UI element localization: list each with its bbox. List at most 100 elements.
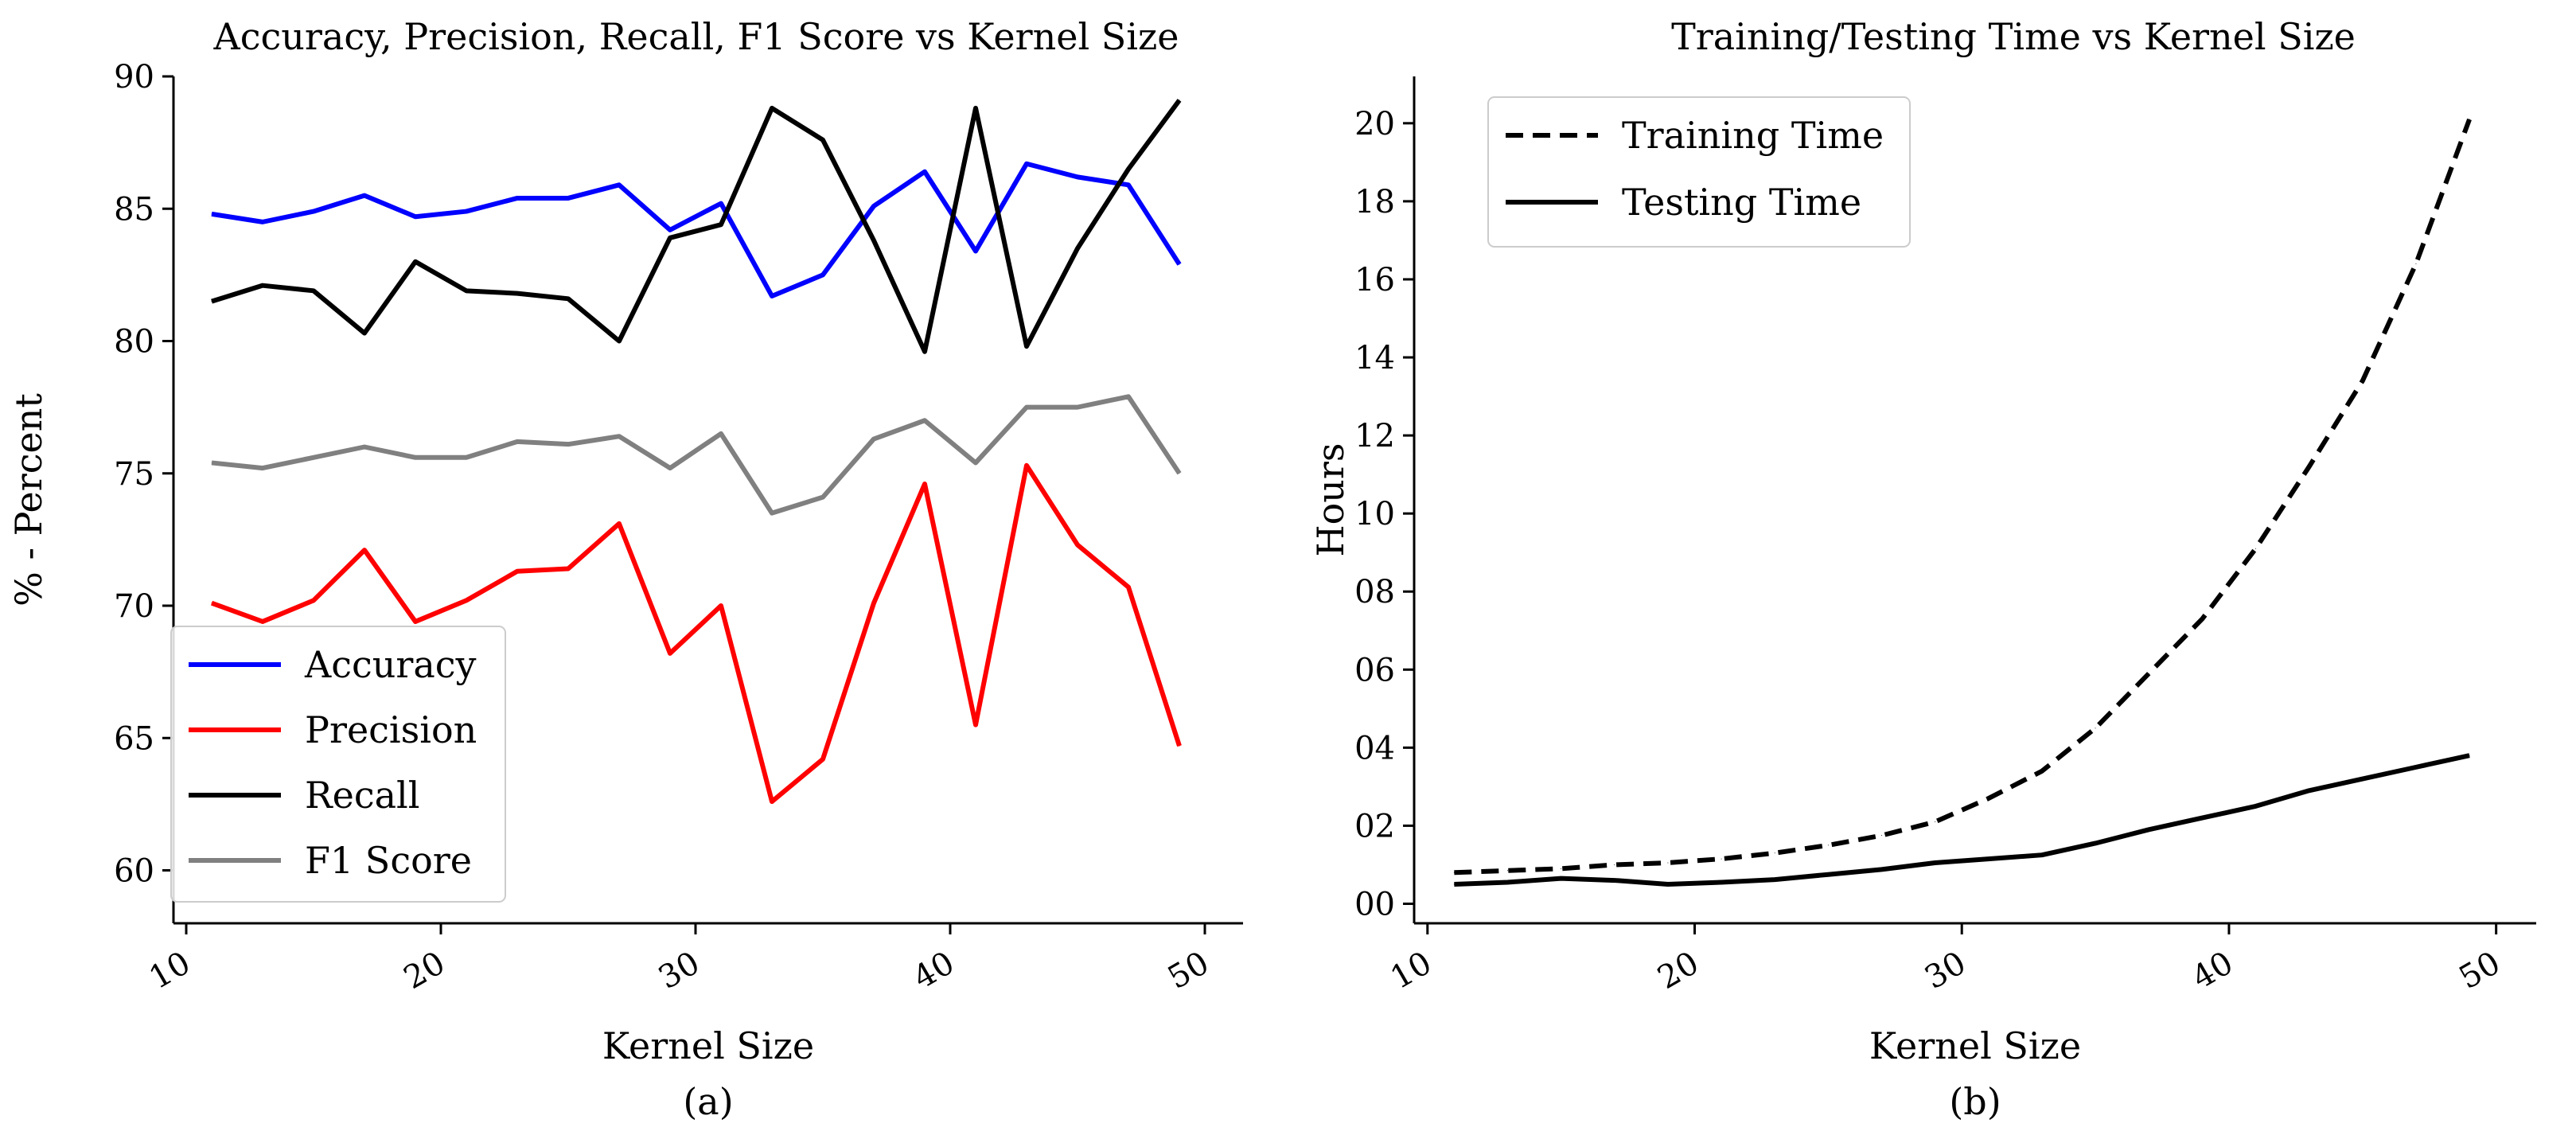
legend: Accuracy Precision Recall F1 Score: [170, 626, 506, 903]
series-line-recall: [211, 99, 1182, 354]
chart-title: Training/Testing Time vs Kernel Size: [1671, 15, 2356, 58]
data-point-f1-score: [567, 443, 569, 445]
data-point-training-time: [2362, 380, 2364, 381]
data-point-recall: [1128, 168, 1129, 170]
data-point-precision: [618, 523, 620, 525]
data-point-training-time: [2255, 548, 2256, 549]
data-point-recall: [720, 224, 722, 225]
data-point-f1-score: [720, 433, 722, 435]
y-tick-label: 60: [114, 853, 154, 890]
y-tick-label: 04: [1354, 730, 1395, 766]
x-axis-label: Kernel Size: [602, 1024, 814, 1067]
y-tick-label: 08: [1354, 574, 1395, 610]
data-point-f1-score: [1128, 396, 1129, 397]
data-point-testing-time: [2469, 755, 2470, 756]
legend-label: Precision: [305, 708, 477, 751]
y-axis-label: Hours: [1309, 443, 1352, 556]
x-tick-label: 30: [653, 945, 706, 997]
data-point-recall: [516, 293, 518, 294]
x-tick-label: 40: [2186, 945, 2239, 997]
legend-box: [170, 626, 506, 903]
y-tick-label: 20: [1354, 106, 1395, 142]
series-line-testing-time: [1454, 753, 2470, 887]
data-point-accuracy: [466, 211, 467, 213]
data-point-recall: [567, 298, 569, 299]
data-point-training-time: [1614, 864, 1615, 865]
data-point-recall: [822, 139, 824, 141]
data-point-testing-time: [1667, 883, 1669, 885]
data-point-testing-time: [2201, 817, 2203, 819]
data-point-accuracy: [924, 171, 926, 173]
data-point-f1-score: [466, 457, 467, 458]
data-point-testing-time: [1721, 882, 1722, 883]
data-point-recall: [669, 237, 671, 239]
y-tick-label: 75: [114, 456, 154, 493]
data-point-testing-time: [1988, 858, 1989, 860]
data-point-training-time: [1453, 872, 1455, 873]
data-point-training-time: [2201, 618, 2203, 620]
chart-title: Accuracy, Precision, Recall, F1 Score vs…: [213, 15, 1179, 58]
series-line-training-time: [1454, 118, 2472, 876]
y-tick-label: 65: [114, 720, 154, 757]
data-point-f1-score: [516, 441, 518, 443]
data-point-accuracy: [873, 205, 875, 207]
data-point-testing-time: [1881, 868, 1882, 870]
data-point-testing-time: [1614, 880, 1615, 881]
data-point-f1-score: [618, 435, 620, 437]
data-point-recall: [1179, 99, 1180, 101]
data-point-recall: [771, 107, 773, 109]
data-point-testing-time: [2095, 842, 2096, 844]
legend-label: Training Time: [1622, 114, 1884, 157]
y-tick-label: 85: [114, 191, 154, 228]
panel-accuracy-metrics: Accuracy, Precision, Recall, F1 Score vs…: [7, 15, 1243, 1123]
y-tick-label: 70: [114, 588, 154, 625]
data-point-accuracy: [1179, 263, 1180, 265]
y-tick-label: 00: [1354, 886, 1395, 922]
data-point-accuracy: [364, 195, 365, 197]
y-tick-label: 06: [1354, 652, 1395, 688]
x-tick-label: 10: [143, 945, 197, 997]
panel-sublabel: (a): [683, 1080, 733, 1123]
data-point-testing-time: [2255, 805, 2256, 807]
data-point-recall: [415, 261, 416, 263]
y-axis-label: % - Percent: [7, 393, 50, 607]
data-point-accuracy: [771, 295, 773, 297]
x-tick-label: 50: [2453, 945, 2507, 997]
y-tick-label: 16: [1354, 262, 1395, 298]
legend-label: Testing Time: [1622, 181, 1861, 224]
data-point-recall: [873, 240, 875, 241]
data-point-training-time: [2095, 727, 2096, 729]
data-point-precision: [415, 621, 416, 622]
data-point-accuracy: [567, 197, 569, 199]
x-tick-label: 50: [1162, 945, 1215, 997]
x-tick-label: 10: [1385, 945, 1438, 997]
data-point-f1-score: [415, 457, 416, 458]
data-point-training-time: [1881, 835, 1882, 837]
data-point-testing-time: [2415, 766, 2417, 768]
data-point-training-time: [1721, 858, 1722, 860]
panel-sublabel: (b): [1949, 1080, 2001, 1123]
series-line-f1-score: [211, 394, 1182, 516]
data-point-testing-time: [2362, 778, 2364, 780]
y-tick-label: 10: [1354, 496, 1395, 532]
legend-label: F1 Score: [305, 839, 472, 882]
data-point-precision: [1179, 745, 1180, 747]
y-tick-label: 90: [114, 59, 154, 96]
y-tick-label: 12: [1354, 418, 1395, 454]
y-tick-label: 02: [1354, 808, 1395, 844]
data-point-precision: [466, 599, 467, 601]
x-tick-label: 40: [907, 945, 961, 997]
data-point-testing-time: [1507, 882, 1508, 883]
y-tick-label: 18: [1354, 184, 1395, 220]
data-point-precision: [924, 483, 926, 485]
data-point-training-time: [2041, 770, 2043, 772]
data-point-recall: [924, 351, 926, 353]
data-point-testing-time: [1453, 883, 1455, 885]
x-tick-label: 20: [1651, 945, 1705, 997]
legend: Training Time Testing Time: [1487, 96, 1911, 248]
data-point-training-time: [1988, 798, 1989, 799]
x-axis-label: Kernel Size: [1869, 1024, 2081, 1067]
x-tick-label: 20: [398, 945, 451, 997]
data-point-f1-score: [1179, 473, 1180, 474]
